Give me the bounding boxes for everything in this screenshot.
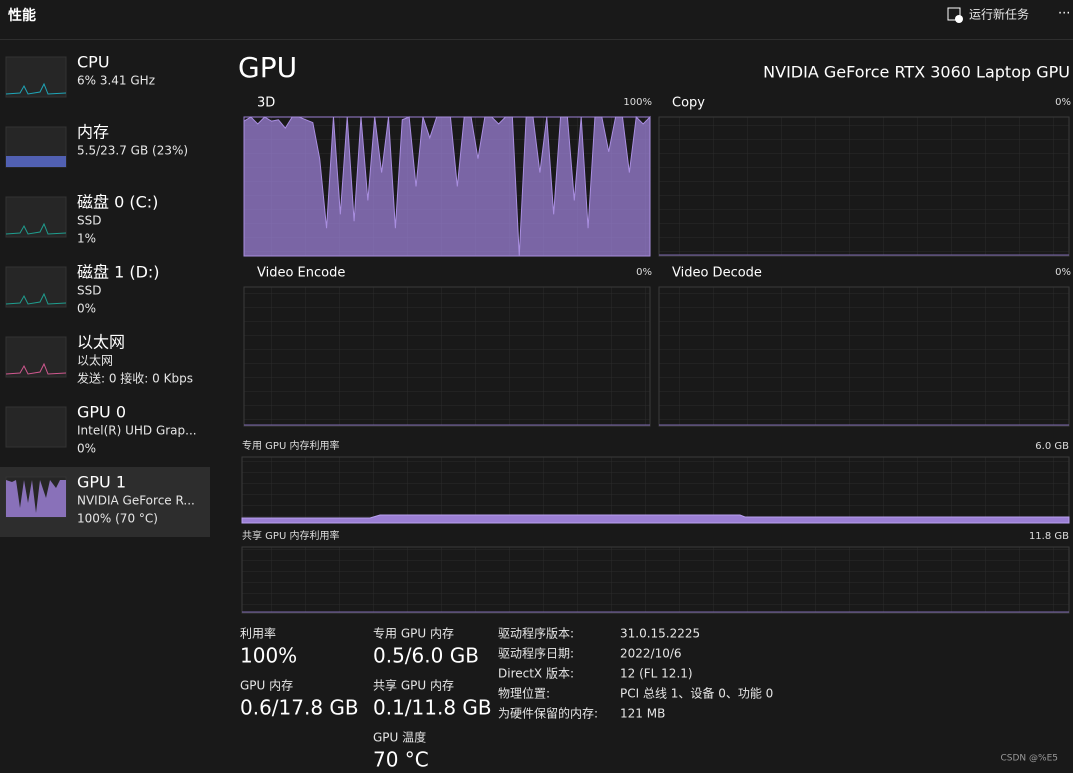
sidebar-item-detail: 5.5/23.7 GB (23%) xyxy=(77,144,188,158)
detail-value: 2022/10/6 xyxy=(620,647,682,661)
sidebar-thumbnail xyxy=(5,406,67,448)
detail-value: 121 MB xyxy=(620,707,665,721)
sidebar-item-detail: 0% xyxy=(77,442,96,456)
watermark: CSDN @%E5 xyxy=(1001,754,1059,764)
graph-max: 0% xyxy=(1055,97,1071,108)
sidebar-item-detail: 100% (70 °C) xyxy=(77,512,158,526)
gpu-model: NVIDIA GeForce RTX 3060 Laptop GPU xyxy=(763,63,1070,82)
memory-graph-label: 专用 GPU 内存利用率 xyxy=(242,439,339,452)
detail-value: PCI 总线 1、设备 0、功能 0 xyxy=(620,687,773,701)
sidebar-thumbnail xyxy=(5,336,67,378)
thumbnail-line xyxy=(5,222,67,235)
memory-graph-max: 6.0 GB xyxy=(1035,441,1069,452)
memory-graph-box xyxy=(241,456,1070,524)
graph-area xyxy=(243,115,651,257)
memory-graph-label: 共享 GPU 内存利用率 xyxy=(242,529,339,542)
sidebar-item-name[interactable]: CPU xyxy=(77,53,110,72)
run-task-icon-plus xyxy=(955,15,963,23)
run-task-icon xyxy=(947,7,961,21)
detail-label: 驱动程序日期: xyxy=(498,646,574,661)
sidebar-thumbnail xyxy=(5,56,67,98)
stat-label: 专用 GPU 内存 xyxy=(373,626,454,641)
sidebar-thumbnail xyxy=(5,196,67,238)
run-task-button[interactable]: 运行新任务 xyxy=(947,7,1029,24)
detail-label: DirectX 版本: xyxy=(498,667,574,681)
sidebar-thumbnail xyxy=(5,266,67,308)
sidebar-item-detail: Intel(R) UHD Grap... xyxy=(77,424,197,438)
gpu-title: GPU xyxy=(238,51,297,84)
graph-box xyxy=(658,286,1070,427)
sidebar-item-detail: 0% xyxy=(77,302,96,316)
detail-label: 为硬件保留的内存: xyxy=(498,706,598,721)
stat-value: 0.6/17.8 GB xyxy=(240,696,359,720)
graph-max: 0% xyxy=(1055,267,1071,278)
sidebar-item-detail: SSD xyxy=(77,214,101,228)
run-task-label[interactable]: 运行新任务 xyxy=(969,7,1029,22)
detail-value: 12 (FL 12.1) xyxy=(620,667,693,681)
sidebar-item-detail: NVIDIA GeForce R... xyxy=(77,494,195,508)
detail-label: 物理位置: xyxy=(498,686,550,701)
graph-max: 100% xyxy=(623,97,652,108)
stat-value: 100% xyxy=(240,644,297,668)
sidebar-item-detail: 发送: 0 接收: 0 Kbps xyxy=(77,371,193,386)
detail-value: 31.0.15.2225 xyxy=(620,627,700,641)
graph-label: 3D xyxy=(257,96,275,111)
stat-label: 共享 GPU 内存 xyxy=(373,678,454,693)
more-button[interactable]: ··· xyxy=(1058,7,1070,22)
sidebar-item-detail: 1% xyxy=(77,232,96,246)
graph-max: 0% xyxy=(636,267,652,278)
sidebar-item-name[interactable]: 磁盘 1 (D:) xyxy=(77,263,160,282)
stat-value: 0.5/6.0 GB xyxy=(373,644,479,668)
memory-graph-area xyxy=(241,514,1070,524)
sidebar-item-name[interactable]: GPU 1 xyxy=(77,473,126,492)
stat-value: 0.1/11.8 GB xyxy=(373,696,492,720)
sidebar-item-name[interactable]: GPU 0 xyxy=(77,403,126,422)
thumbnail-fill xyxy=(6,480,66,517)
thumbnail-fill xyxy=(6,156,66,167)
graph-label: Copy xyxy=(672,96,705,111)
page-title: 性能 xyxy=(8,7,36,24)
detail-label: 驱动程序版本: xyxy=(498,626,574,641)
sidebar-item-name[interactable]: 磁盘 0 (C:) xyxy=(77,193,158,212)
graph-box xyxy=(243,286,651,427)
memory-graph-max: 11.8 GB xyxy=(1029,531,1069,542)
sidebar-item-detail: 6% 3.41 GHz xyxy=(77,74,155,88)
stat-label: GPU 温度 xyxy=(373,730,426,745)
sidebar-item-name[interactable]: 以太网 xyxy=(77,333,125,352)
sidebar-item-detail: 以太网 xyxy=(77,353,113,368)
graph-box xyxy=(658,116,1070,257)
thumbnail-line xyxy=(5,82,67,95)
graph-label: Video Decode xyxy=(672,266,762,281)
memory-graph-box xyxy=(241,546,1070,614)
stat-label: 利用率 xyxy=(240,626,276,641)
thumbnail-line xyxy=(5,292,67,305)
sidebar-item-name[interactable]: 内存 xyxy=(77,123,109,142)
sidebar-item-detail: SSD xyxy=(77,284,101,298)
thumbnail-line xyxy=(5,362,67,375)
stat-value: 70 °C xyxy=(373,748,429,772)
stat-label: GPU 内存 xyxy=(240,679,293,693)
graph-label: Video Encode xyxy=(257,266,345,281)
